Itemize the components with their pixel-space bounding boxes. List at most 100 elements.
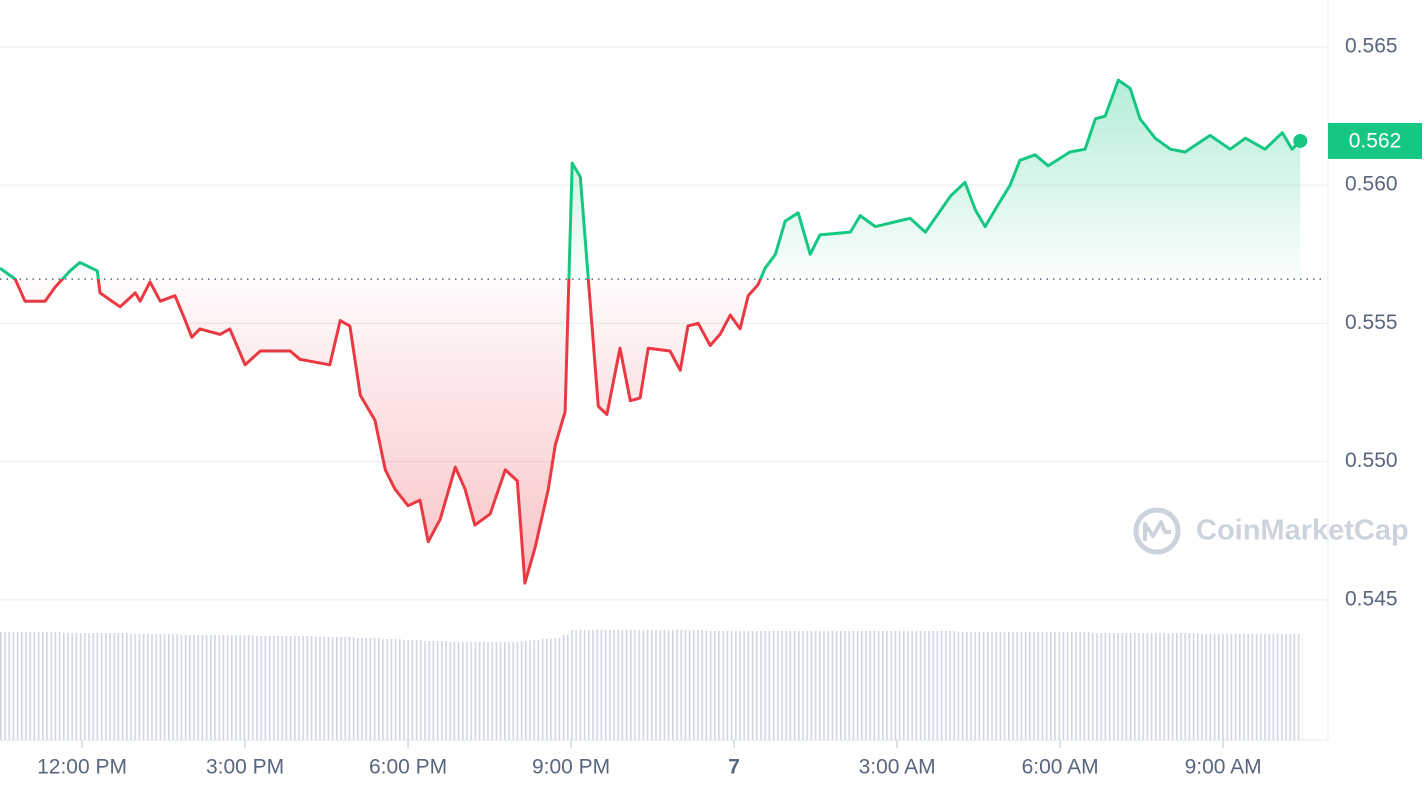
volume-bar bbox=[815, 631, 836, 740]
y-tick-label: 0.545 bbox=[1345, 587, 1398, 610]
last-point bbox=[1293, 133, 1308, 148]
x-tick-label: 6:00 AM bbox=[1022, 756, 1099, 779]
volume-bar bbox=[589, 630, 603, 740]
volume-bar bbox=[625, 630, 636, 740]
volume-bar bbox=[380, 639, 391, 740]
volume-bar bbox=[49, 632, 63, 740]
volume-bar bbox=[1135, 633, 1148, 740]
volume-bar bbox=[560, 635, 569, 740]
volume-bar bbox=[482, 642, 498, 740]
volume-bar bbox=[7, 632, 21, 740]
volume-bar bbox=[1090, 633, 1101, 740]
volume-bar bbox=[180, 635, 189, 740]
price-area bbox=[0, 80, 1301, 584]
volume-bar bbox=[88, 633, 99, 740]
volume-bar bbox=[957, 632, 971, 740]
watermark-logo bbox=[1133, 507, 1181, 555]
price-line bbox=[0, 78, 1302, 585]
volume-bar bbox=[1177, 633, 1198, 740]
volume-bar bbox=[761, 631, 771, 740]
volume-bar bbox=[867, 631, 893, 740]
volume-bar bbox=[1255, 634, 1274, 740]
volume-bar bbox=[414, 640, 425, 740]
volume-bar bbox=[1041, 632, 1060, 740]
volume-bar bbox=[1197, 634, 1221, 740]
volume-bar bbox=[551, 638, 561, 740]
volume-bar bbox=[252, 636, 276, 740]
volume-bar bbox=[991, 632, 1005, 740]
volume-bar bbox=[35, 632, 50, 740]
volume-bar bbox=[1273, 634, 1288, 740]
price-tag bbox=[1328, 122, 1422, 159]
volume-bar bbox=[835, 631, 856, 740]
volume-bar bbox=[1220, 634, 1238, 740]
volume-bar bbox=[715, 631, 726, 740]
volume-bar bbox=[334, 637, 346, 740]
volume-bar bbox=[20, 632, 36, 740]
volume-bar bbox=[576, 630, 590, 740]
volume-bar bbox=[602, 630, 614, 740]
volume-bar bbox=[460, 642, 471, 740]
volume-bar bbox=[401, 640, 415, 740]
volume-bar bbox=[0, 632, 8, 740]
volume-bar bbox=[1100, 633, 1112, 740]
volume-bar bbox=[367, 638, 381, 740]
volume-bar bbox=[145, 634, 156, 740]
x-tick-label: 9:00 AM bbox=[1185, 756, 1262, 779]
volume-bar bbox=[521, 641, 531, 740]
volume-bar bbox=[1124, 633, 1136, 740]
volume-bar bbox=[295, 636, 315, 740]
volume-bar bbox=[345, 637, 356, 740]
volume-bar bbox=[275, 636, 296, 740]
watermark-text: CoinMarketCap bbox=[1196, 515, 1409, 547]
volume-bar bbox=[1111, 633, 1125, 740]
volume-bar bbox=[1296, 634, 1303, 740]
volume-bar bbox=[1147, 633, 1163, 740]
volume-bar bbox=[568, 630, 577, 740]
x-tick-label: 12:00 PM bbox=[37, 756, 127, 779]
volume-bar bbox=[210, 635, 225, 740]
volume-bar bbox=[424, 641, 435, 740]
volume-bar bbox=[1287, 634, 1297, 740]
volume-bar bbox=[804, 631, 816, 740]
volume-bar bbox=[355, 638, 368, 740]
volume-bar bbox=[530, 640, 542, 740]
volume-bar bbox=[541, 639, 552, 740]
volume-bar bbox=[497, 642, 512, 740]
volume-bar bbox=[770, 631, 781, 740]
volume-bar bbox=[511, 642, 522, 740]
watermark-logo-mark bbox=[1143, 520, 1171, 541]
volume-bar bbox=[110, 633, 128, 740]
volume-bar bbox=[917, 631, 938, 740]
volume-bar bbox=[780, 631, 792, 740]
volume-bar bbox=[98, 633, 111, 740]
y-tick-label: 0.565 bbox=[1345, 35, 1398, 58]
volume-bar bbox=[980, 632, 992, 740]
volume-bar bbox=[74, 633, 89, 740]
x-tick-label: 3:00 PM bbox=[206, 756, 284, 779]
volume-bar bbox=[1015, 632, 1028, 740]
volume-bar bbox=[1237, 634, 1256, 740]
volume-bar bbox=[644, 630, 660, 740]
volume-bar bbox=[791, 631, 805, 740]
volume-bar bbox=[237, 635, 253, 740]
volume-bar bbox=[635, 630, 645, 740]
volume-bar bbox=[1077, 632, 1091, 740]
volume-bar bbox=[1027, 632, 1042, 740]
volume-bar bbox=[195, 635, 211, 740]
volume-bar bbox=[314, 637, 335, 740]
volume-bar bbox=[684, 630, 694, 740]
volume-bar bbox=[167, 634, 181, 740]
volume-bar bbox=[137, 634, 146, 740]
volume-bar bbox=[970, 632, 981, 740]
volume-bar bbox=[1004, 632, 1016, 740]
volume-bar bbox=[937, 631, 958, 740]
y-tick-label: 0.550 bbox=[1345, 449, 1398, 472]
volume-bar bbox=[1059, 632, 1078, 740]
y-tick-label: 0.560 bbox=[1345, 173, 1398, 196]
volume-bar bbox=[224, 635, 238, 740]
volume-bar bbox=[675, 630, 685, 740]
x-tick-label: 7 bbox=[728, 756, 740, 779]
volume-bar bbox=[188, 635, 196, 740]
